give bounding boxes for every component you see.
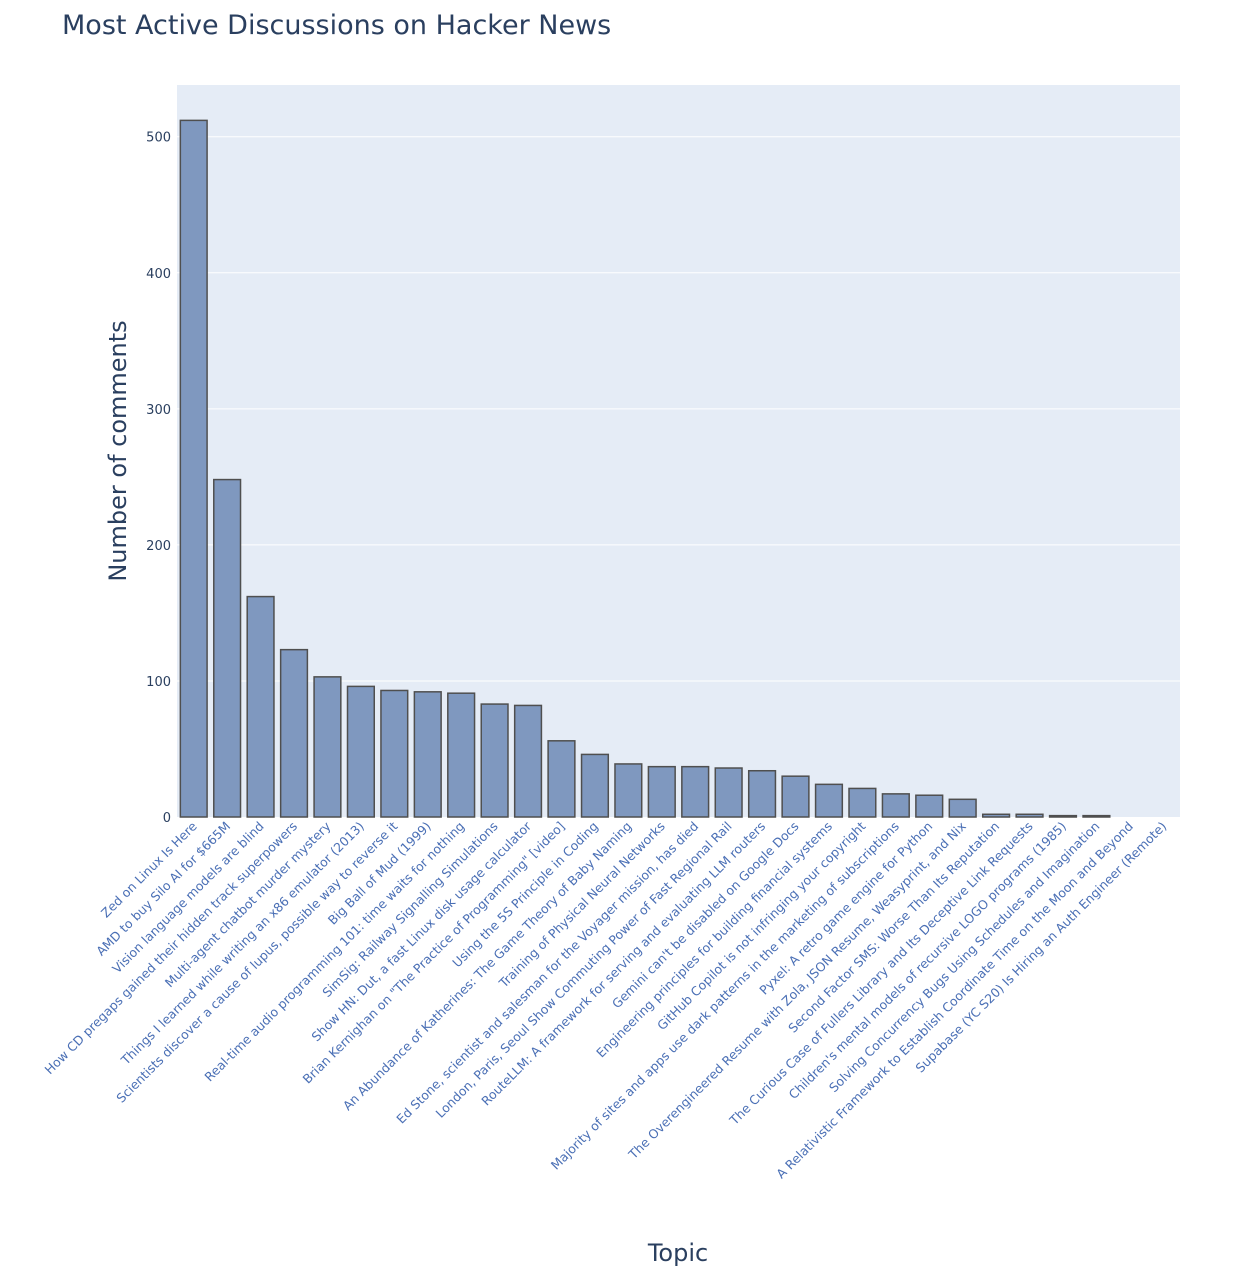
bar bbox=[279, 648, 309, 818]
y-tick-label: 500 bbox=[146, 131, 171, 146]
gridlines bbox=[177, 136, 1180, 682]
bar bbox=[915, 794, 944, 818]
bar bbox=[380, 689, 409, 818]
bar bbox=[346, 685, 376, 818]
bar bbox=[246, 595, 275, 818]
y-tick-label: 300 bbox=[146, 403, 171, 418]
bar bbox=[580, 753, 610, 818]
bar bbox=[413, 691, 442, 818]
bar bbox=[480, 703, 509, 818]
bar bbox=[1048, 814, 1078, 818]
bar bbox=[547, 740, 576, 818]
bar bbox=[1082, 814, 1111, 818]
chart-title: Most Active Discussions on Hacker News bbox=[62, 10, 611, 41]
y-tick-label: 400 bbox=[146, 267, 171, 282]
y-tick-label: 200 bbox=[146, 539, 171, 554]
bar bbox=[1015, 813, 1044, 818]
bar bbox=[213, 478, 242, 818]
bar bbox=[781, 775, 810, 818]
bar bbox=[714, 767, 743, 818]
bar bbox=[614, 763, 643, 818]
plot-background bbox=[177, 85, 1180, 817]
bar bbox=[948, 798, 977, 818]
y-tick-label: 100 bbox=[146, 675, 171, 690]
bar bbox=[647, 765, 676, 818]
bar bbox=[848, 787, 877, 818]
bar bbox=[814, 783, 844, 818]
bar bbox=[747, 769, 777, 818]
bar bbox=[313, 676, 342, 818]
bar bbox=[981, 813, 1011, 818]
bar bbox=[681, 765, 710, 818]
y-tick-label: 0 bbox=[163, 811, 171, 826]
bar bbox=[513, 704, 543, 818]
bar bbox=[881, 793, 910, 818]
bars bbox=[179, 119, 1111, 818]
bar bbox=[179, 119, 208, 818]
bar bbox=[447, 692, 476, 818]
x-axis-title: Topic bbox=[647, 1239, 708, 1267]
y-axis-title: Number of comments bbox=[104, 320, 132, 581]
y-axis-ticks: 0 100 200 300 400 500 bbox=[146, 131, 171, 826]
